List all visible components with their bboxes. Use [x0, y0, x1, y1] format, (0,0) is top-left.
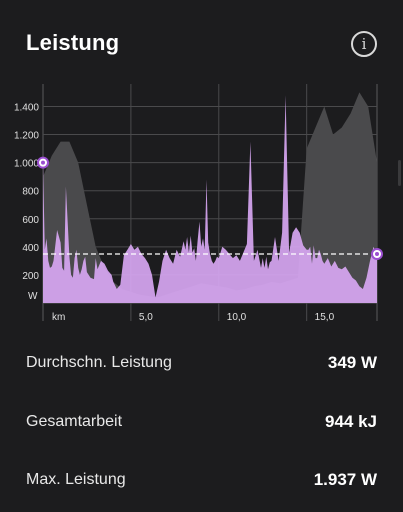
stat-label: Durchschn. Leistung	[26, 354, 172, 371]
info-icon: i	[361, 34, 367, 53]
header: Leistung i	[0, 0, 403, 80]
stat-avg-power: Durchschn. Leistung 349 W	[26, 351, 377, 375]
y-tick-label: 1.400	[14, 102, 39, 113]
y-tick-label: 1.200	[14, 131, 39, 142]
power-chart-svg: 200 400 600 800 1.000 1.200 1.400 W 5,0 10,0 15,0 k…	[14, 84, 383, 323]
stat-label: Max. Leistung	[26, 471, 126, 488]
x-tick-label: 10,0	[227, 312, 247, 323]
scroll-indicator[interactable]	[398, 160, 401, 186]
stat-max-power: Max. Leistung 1.937 W	[26, 468, 377, 492]
chart-markers	[37, 156, 383, 261]
stat-value: 944 kJ	[325, 412, 377, 431]
x-tick-label: 15,0	[315, 312, 335, 323]
stat-total-work: Gesamtarbeit 944 kJ	[26, 410, 377, 434]
x-tick-label: 5,0	[139, 312, 153, 323]
y-tick-label: 200	[22, 271, 39, 282]
page-title: Leistung	[26, 30, 120, 55]
stat-label: Gesamtarbeit	[26, 413, 123, 430]
y-unit-label: W	[28, 291, 38, 302]
x-axis-label: km	[52, 312, 65, 323]
y-tick-label: 600	[22, 215, 39, 226]
y-tick-label: 400	[22, 243, 39, 254]
info-button[interactable]: i	[351, 31, 377, 57]
stat-value: 349 W	[327, 353, 377, 372]
marker-dot	[41, 160, 45, 165]
power-area	[43, 95, 377, 303]
axis-labels: 200 400 600 800 1.000 1.200 1.400 W 5,0 10,0 15,0 k…	[14, 102, 335, 323]
stat-value: 1.937 W	[313, 470, 377, 489]
marker-dot	[375, 252, 379, 257]
power-series	[43, 95, 377, 303]
y-tick-label: 800	[22, 187, 39, 198]
power-chart[interactable]: 200 400 600 800 1.000 1.200 1.400 W 5,0 10,0 15,0 k…	[0, 84, 403, 324]
y-tick-label: 1.000	[14, 159, 39, 170]
